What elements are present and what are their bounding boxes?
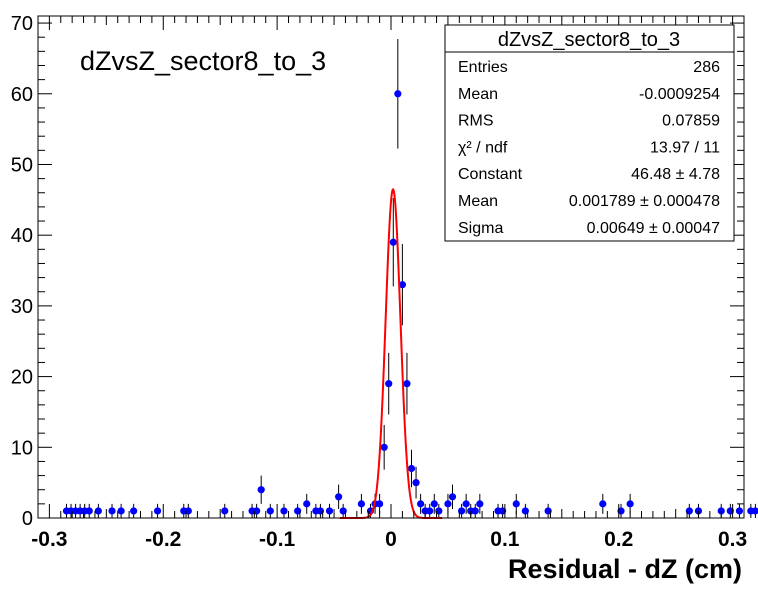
data-point — [108, 507, 116, 515]
x-tick-label: -0.1 — [259, 528, 296, 551]
stats-row-value: 0.07859 — [662, 113, 720, 130]
data-point — [117, 507, 125, 515]
data-point — [512, 500, 520, 508]
data-point — [280, 507, 288, 515]
data-point — [385, 380, 393, 388]
y-tick-label: 70 — [11, 13, 33, 35]
data-point — [694, 507, 703, 515]
stats-row-value: 0.00649 ± 0.00047 — [587, 220, 720, 237]
data-point — [717, 507, 725, 515]
plot-frame — [37, 15, 745, 519]
x-tick-label: 0.3 — [718, 528, 747, 551]
data-point — [430, 500, 438, 508]
x-tick-label: 0.2 — [604, 528, 633, 551]
data-point — [130, 507, 138, 515]
stats-row-value: 286 — [693, 59, 720, 76]
stats-box-frame — [444, 24, 735, 242]
stats-box-title: dZvsZ_sector8_to_3 — [498, 29, 680, 51]
y-tick-label: 50 — [11, 154, 33, 176]
data-point — [398, 281, 406, 289]
data-point — [403, 380, 411, 388]
data-point — [626, 500, 634, 508]
y-tick-label: 30 — [11, 296, 33, 318]
data-point — [380, 443, 388, 451]
y-tick-label: 10 — [11, 437, 33, 459]
data-point — [94, 507, 102, 515]
stats-row-label: χ² / ndf — [458, 139, 508, 156]
data-layer — [62, 39, 758, 518]
stats-rows: Entries 286 Mean -0.0009254 RMS 0.07859 χ² / n… — [458, 59, 720, 237]
data-point — [389, 238, 397, 246]
data-point — [448, 493, 457, 501]
data-point — [444, 500, 452, 508]
stats-row-label: Entries — [458, 59, 508, 76]
data-point — [599, 500, 607, 508]
x-tick-label: 0.1 — [490, 528, 520, 551]
data-point — [153, 507, 162, 515]
data-point — [303, 500, 311, 508]
y-tick-label: 20 — [11, 367, 33, 389]
y-tick-label: 0 — [22, 508, 33, 530]
data-point — [394, 90, 402, 98]
data-point — [335, 493, 343, 501]
data-point — [426, 507, 434, 515]
stats-row-value: 0.001789 ± 0.000478 — [569, 193, 720, 210]
x-axis-label: Residual - dZ (cm) — [508, 554, 742, 584]
data-point — [476, 500, 484, 508]
data-point — [735, 507, 744, 515]
data-point — [357, 500, 365, 508]
x-tick-label: -0.2 — [145, 528, 181, 551]
stats-row-label: Mean — [458, 86, 498, 103]
data-point — [462, 500, 470, 508]
stats-row-value: -0.0009254 — [639, 86, 720, 103]
data-point — [257, 486, 265, 494]
data-point — [266, 507, 274, 515]
y-tick-label: 40 — [11, 225, 33, 247]
x-tick-label: -0.3 — [31, 528, 67, 551]
chart-title: dZvsZ_sector8_to_3 — [80, 46, 326, 76]
stats-row-label: Mean — [458, 193, 498, 210]
data-point — [751, 507, 758, 515]
data-point — [376, 500, 384, 508]
stats-row-value: 13.97 / 11 — [650, 139, 720, 156]
data-point — [85, 507, 93, 515]
stats-row-label: Constant — [458, 166, 523, 183]
stats-row-value: 46.48 ± 4.78 — [631, 166, 720, 183]
data-point — [407, 464, 416, 473]
data-point — [412, 479, 420, 487]
y-tick-label: 60 — [11, 84, 33, 106]
x-tick-label: 0 — [385, 528, 397, 551]
data-point — [471, 507, 479, 515]
data-point — [417, 500, 425, 508]
data-point — [221, 507, 229, 515]
stats-row-label: RMS — [458, 113, 494, 130]
stats-row-label: Sigma — [458, 220, 503, 237]
stats-box: dZvsZ_sector8_to_3 Entries 286 Mean -0.0009… — [444, 24, 735, 242]
data-point — [325, 507, 334, 515]
